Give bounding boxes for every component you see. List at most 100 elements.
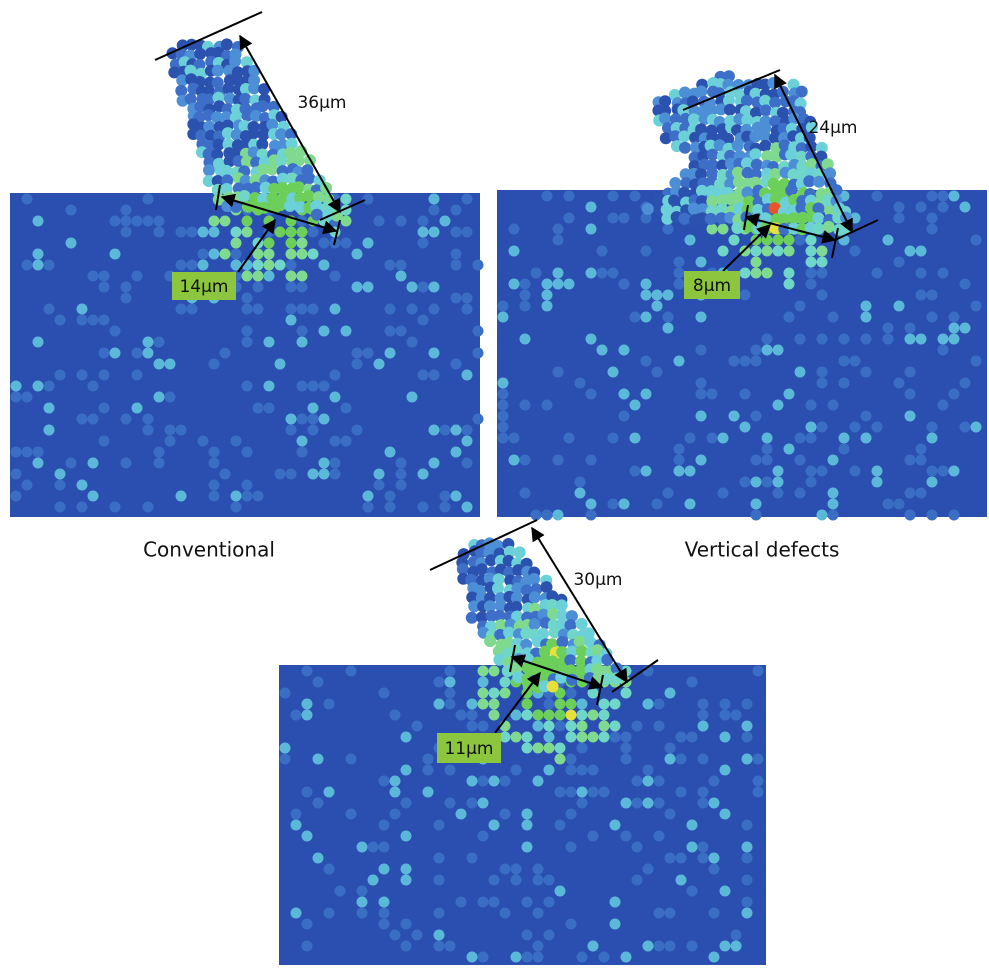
particle (938, 191, 949, 202)
particle (619, 411, 630, 422)
particle (478, 677, 489, 688)
particle (500, 908, 511, 919)
particle (522, 743, 533, 754)
particle (784, 235, 795, 246)
particle (313, 853, 324, 864)
particle (467, 952, 478, 963)
particle (434, 820, 445, 831)
particle (872, 466, 883, 477)
particle (500, 809, 511, 820)
particle (407, 337, 418, 348)
particle (434, 930, 445, 941)
particle (663, 488, 674, 499)
particle (709, 908, 720, 919)
particle (806, 246, 817, 257)
particle (949, 323, 960, 334)
particle (905, 389, 916, 400)
particle (313, 754, 324, 765)
particle (687, 820, 698, 831)
particle (176, 260, 187, 271)
particle (379, 919, 390, 930)
particle (121, 293, 132, 304)
particle (575, 488, 586, 499)
particle (302, 787, 313, 798)
particle (588, 787, 599, 798)
particle (533, 908, 544, 919)
particle (379, 688, 390, 699)
particle (566, 765, 577, 776)
particle (498, 433, 509, 444)
particle (143, 337, 154, 348)
particle (641, 466, 652, 477)
particle (621, 754, 632, 765)
particle (264, 238, 275, 249)
particle (938, 334, 949, 345)
particle (960, 323, 971, 334)
particle (753, 754, 764, 765)
particle (564, 279, 575, 290)
particle (729, 235, 740, 246)
particle (143, 194, 154, 205)
particle (529, 591, 541, 603)
particle (330, 458, 341, 469)
particle (806, 477, 817, 488)
particle (390, 710, 401, 721)
particle (709, 776, 720, 787)
particle (555, 787, 566, 798)
particle (520, 290, 531, 301)
particle (429, 205, 440, 216)
particle (674, 268, 685, 279)
particle (319, 458, 330, 469)
particle (555, 710, 566, 721)
particle (456, 710, 467, 721)
particle (542, 290, 553, 301)
particle (599, 787, 610, 798)
particle (905, 334, 916, 345)
particle (533, 875, 544, 886)
particle (960, 202, 971, 213)
particle (575, 477, 586, 488)
particle (231, 238, 242, 249)
particle (599, 721, 610, 732)
particle (652, 499, 663, 510)
particle (839, 334, 850, 345)
particle (390, 787, 401, 798)
particle (77, 304, 88, 315)
particle (445, 765, 456, 776)
particle (511, 864, 522, 875)
particle (610, 732, 621, 743)
particle (429, 425, 440, 436)
particle (905, 510, 916, 521)
particle (44, 381, 55, 392)
particle (286, 315, 297, 326)
particle (132, 216, 143, 227)
particle (665, 743, 676, 754)
particle (514, 546, 526, 558)
particle (949, 466, 960, 477)
particle (806, 466, 817, 477)
particle (971, 422, 982, 433)
particle (302, 941, 313, 952)
particle (678, 213, 690, 225)
particle (379, 776, 390, 787)
particle (379, 864, 390, 875)
particle (577, 952, 588, 963)
particle (586, 334, 597, 345)
particle (597, 345, 608, 356)
particle (434, 699, 445, 710)
particle (949, 510, 960, 521)
particle (313, 677, 324, 688)
particle (324, 864, 335, 875)
particle (99, 282, 110, 293)
particle (696, 389, 707, 400)
particle (828, 455, 839, 466)
particle (641, 389, 652, 400)
particle (297, 304, 308, 315)
simulations (10, 38, 987, 965)
particle (291, 820, 302, 831)
particle (401, 765, 412, 776)
particle (729, 411, 740, 422)
particle (440, 216, 451, 227)
particle (489, 897, 500, 908)
particle (165, 436, 176, 447)
